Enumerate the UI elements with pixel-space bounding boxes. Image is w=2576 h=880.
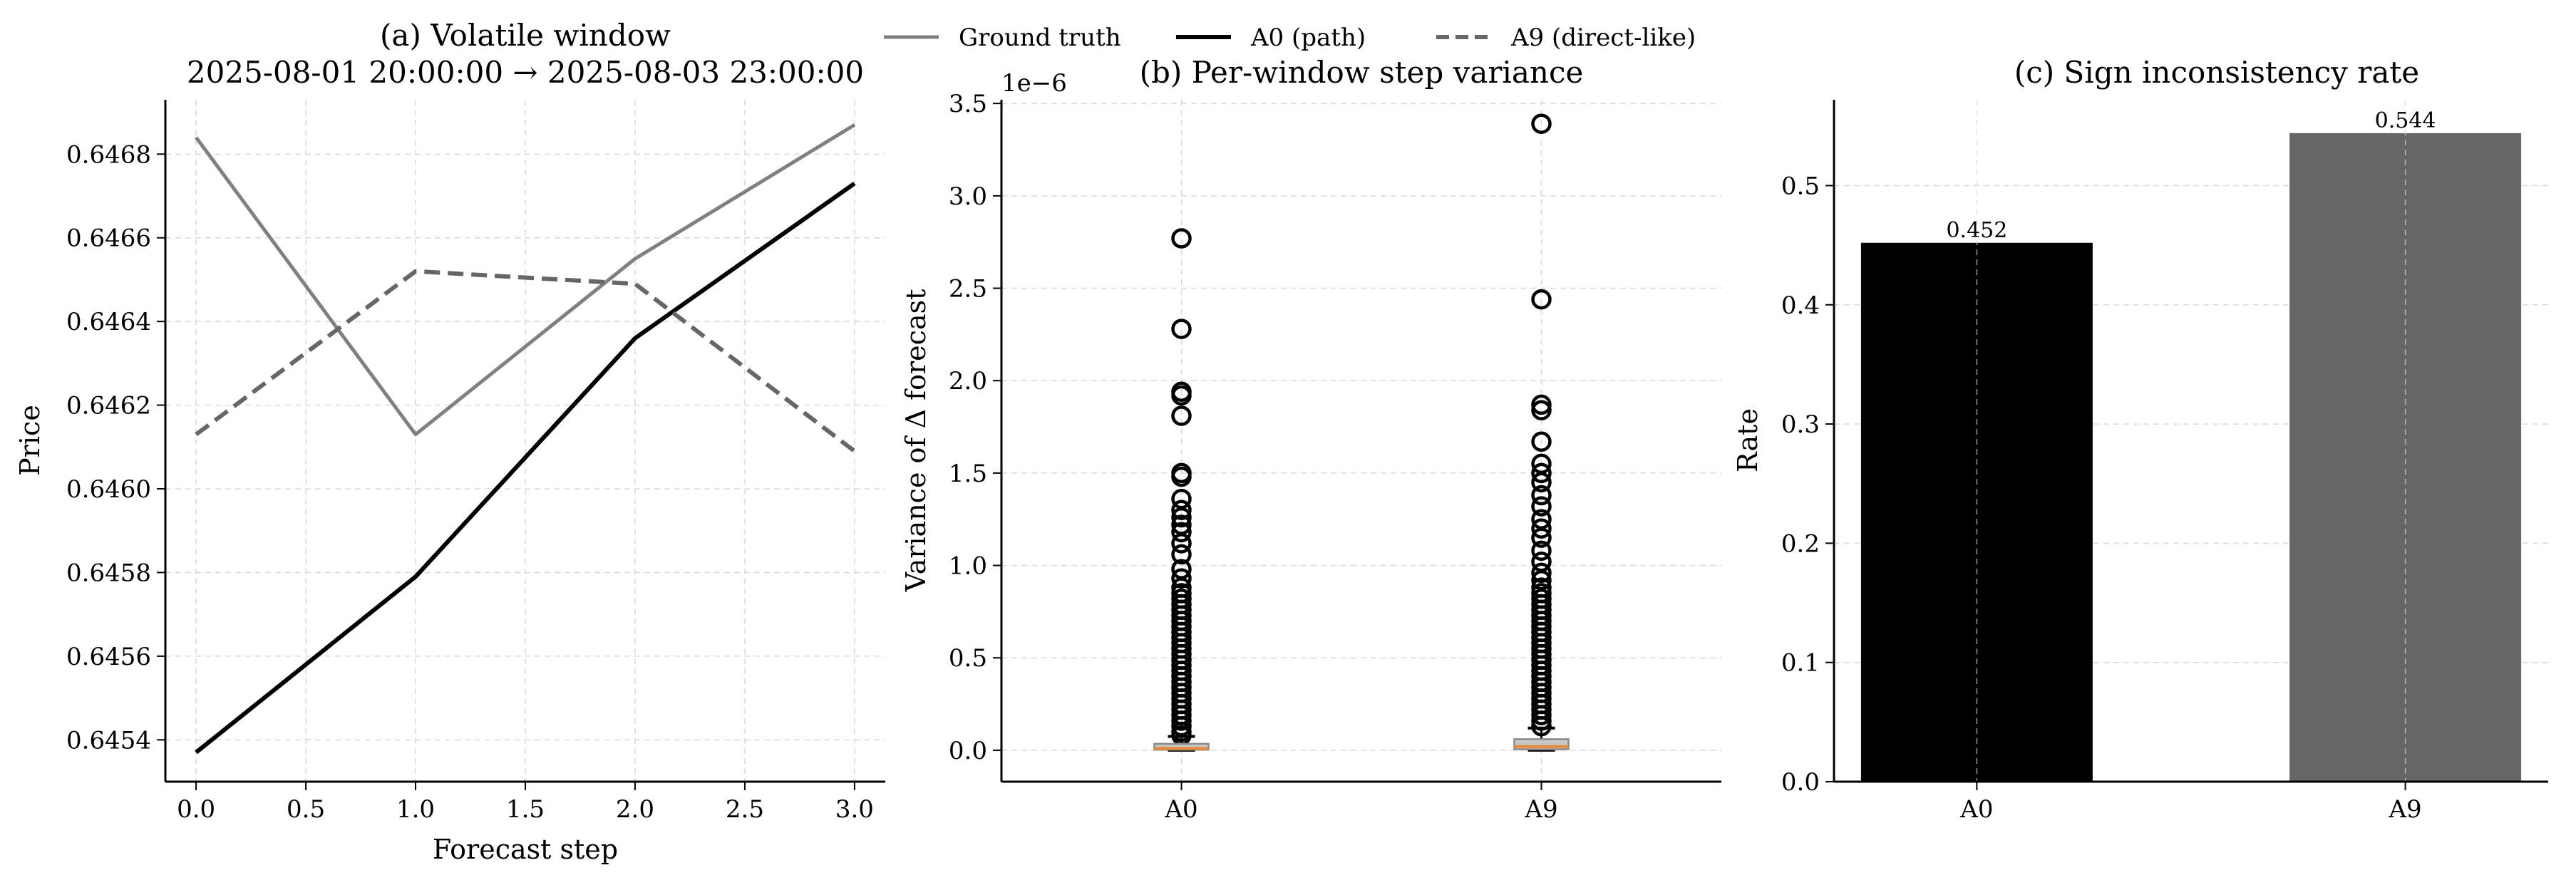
panel-b-grid [1001,100,1721,782]
panel-b-x-ticks: A0 A9 [1164,782,1558,824]
y-tick-label: 0.2 [1781,529,1820,558]
box-a9-outlier [1531,113,1552,134]
box-a9-outlier [1531,562,1552,584]
box-a9-outlier [1531,394,1552,415]
box-a9-outlier [1531,472,1552,493]
y-tick-label: 0.6464 [66,308,151,336]
y-tick-label: 0.6454 [66,726,151,755]
y-tick-label: 0.1 [1781,649,1820,678]
box-a9-outlier [1531,485,1552,506]
box-a0-outlier [1171,228,1192,249]
y-tick-label: 1.0 [949,552,987,581]
panel-a-title: (a) Volatile window [380,18,671,53]
x-tick-label: A0 [1959,795,1993,824]
y-tick-label: 0.3 [1781,410,1820,439]
y-tick-label: 0.5 [949,644,987,673]
panel-a-lines [195,123,856,755]
line-ground-truth [195,123,856,437]
y-tick-label: 3.0 [949,182,987,211]
panel-a-x-ticks: 0.0 0.5 1.0 1.5 2.0 2.5 3.0 [177,782,874,824]
panel-a-y-ticks: 0.6454 0.6456 0.6458 0.6460 0.6462 0.6464 0.64… [66,140,165,755]
box-a0-outlier [1171,710,1192,731]
legend-label-ground-truth: Ground truth [959,24,1121,52]
x-tick-label: 0.5 [287,795,325,824]
y-tick-label: 0.6460 [66,475,151,504]
panel-c-bars: 0.452 0.544 [1860,100,2522,782]
panel-b-y-ticks: 0.0 0.5 1.0 1.5 2.0 2.5 3.0 3.5 [949,90,1001,765]
x-tick-label: 2.5 [726,795,764,824]
panel-a-grid [165,100,885,782]
panel-a-ylabel: Price [14,405,46,476]
y-tick-label: 0.0 [949,737,987,765]
bar-a9-value-label: 0.544 [2375,108,2436,133]
legend: Ground truth A0 (path) A9 (direct-like) [884,24,1696,52]
panel-b-boxes [1153,113,1570,752]
x-tick-label: A9 [2389,795,2422,824]
box-a9-outlier [1531,527,1552,548]
box-a0-outlier [1171,522,1192,543]
y-tick-label: 0.6456 [66,643,151,671]
box-a0-outlier [1171,319,1192,339]
box-a0-outlier [1171,466,1192,487]
panel-a: (a) Volatile window 2025-08-01 20:00:00 … [14,18,885,865]
x-tick-label: 1.0 [396,795,435,824]
line-a0-path [195,181,856,755]
panel-b: (b) Per-window step variance 1e−6 A0 A9 0… [900,55,1721,824]
panel-c-y-ticks: 0.0 0.1 0.2 0.3 0.4 0.5 [1781,172,1834,797]
panel-c-title: (c) Sign inconsistency rate [2014,55,2419,90]
y-tick-label: 0.6466 [66,224,151,253]
box-a9-outlier [1531,431,1552,452]
box-a0-outlier [1171,499,1192,521]
panel-b-title: (b) Per-window step variance [1140,55,1584,90]
box-a0-outlier [1171,533,1192,554]
panel-a-xlabel: Forecast step [433,834,618,865]
box-a0-outlier [1171,715,1192,737]
panel-c-x-ticks: A0 A9 [1959,782,2422,824]
box-a9-outlier [1531,289,1552,310]
y-tick-label: 1.5 [949,460,987,488]
bar-a0-value-label: 0.452 [1946,218,2007,243]
y-tick-label: 0.0 [1781,768,1820,797]
y-tick-label: 0.4 [1781,291,1820,320]
panel-b-ylabel: Variance of Δ forecast [900,289,932,593]
box-a0-outlier [1171,405,1192,426]
y-tick-label: 3.5 [949,90,987,118]
legend-label-a0: A0 (path) [1250,24,1366,52]
y-tick-label: 2.5 [949,275,987,304]
panel-b-offset: 1e−6 [1001,69,1067,98]
box-a9-outlier [1531,496,1552,517]
x-tick-label: 2.0 [616,795,654,824]
panel-c-ylabel: Rate [1732,408,1763,472]
y-tick-label: 0.5 [1781,172,1820,200]
y-tick-label: 0.6458 [66,559,151,587]
legend-label-a9: A9 (direct-like) [1510,24,1696,52]
box-a0-outlier [1171,507,1192,528]
box-a0-outlier [1171,568,1192,589]
panel-a-subtitle: 2025-08-01 20:00:00 → 2025-08-03 23:00:0… [187,55,864,90]
box-a0-outlier [1171,385,1192,406]
box-a0-outlier [1171,544,1192,565]
x-tick-label: A0 [1164,795,1197,824]
x-tick-label: 1.5 [506,795,545,824]
box-a9-outlier [1531,462,1552,484]
box-a9-outlier [1531,518,1552,539]
x-tick-label: 0.0 [177,795,215,824]
box-a9-outlier [1531,540,1552,561]
line-a9-direct-like [195,269,856,453]
box-a9-outlier [1531,400,1552,420]
y-tick-label: 0.6462 [66,392,151,420]
x-tick-label: A9 [1524,795,1557,824]
box-a9-outlier [1531,705,1552,725]
x-tick-label: 3.0 [835,795,874,824]
y-tick-label: 2.0 [949,367,987,395]
y-tick-label: 0.6468 [66,140,151,169]
panel-c: (c) Sign inconsistency rate 0.452 0.544 A… [1732,55,2548,824]
